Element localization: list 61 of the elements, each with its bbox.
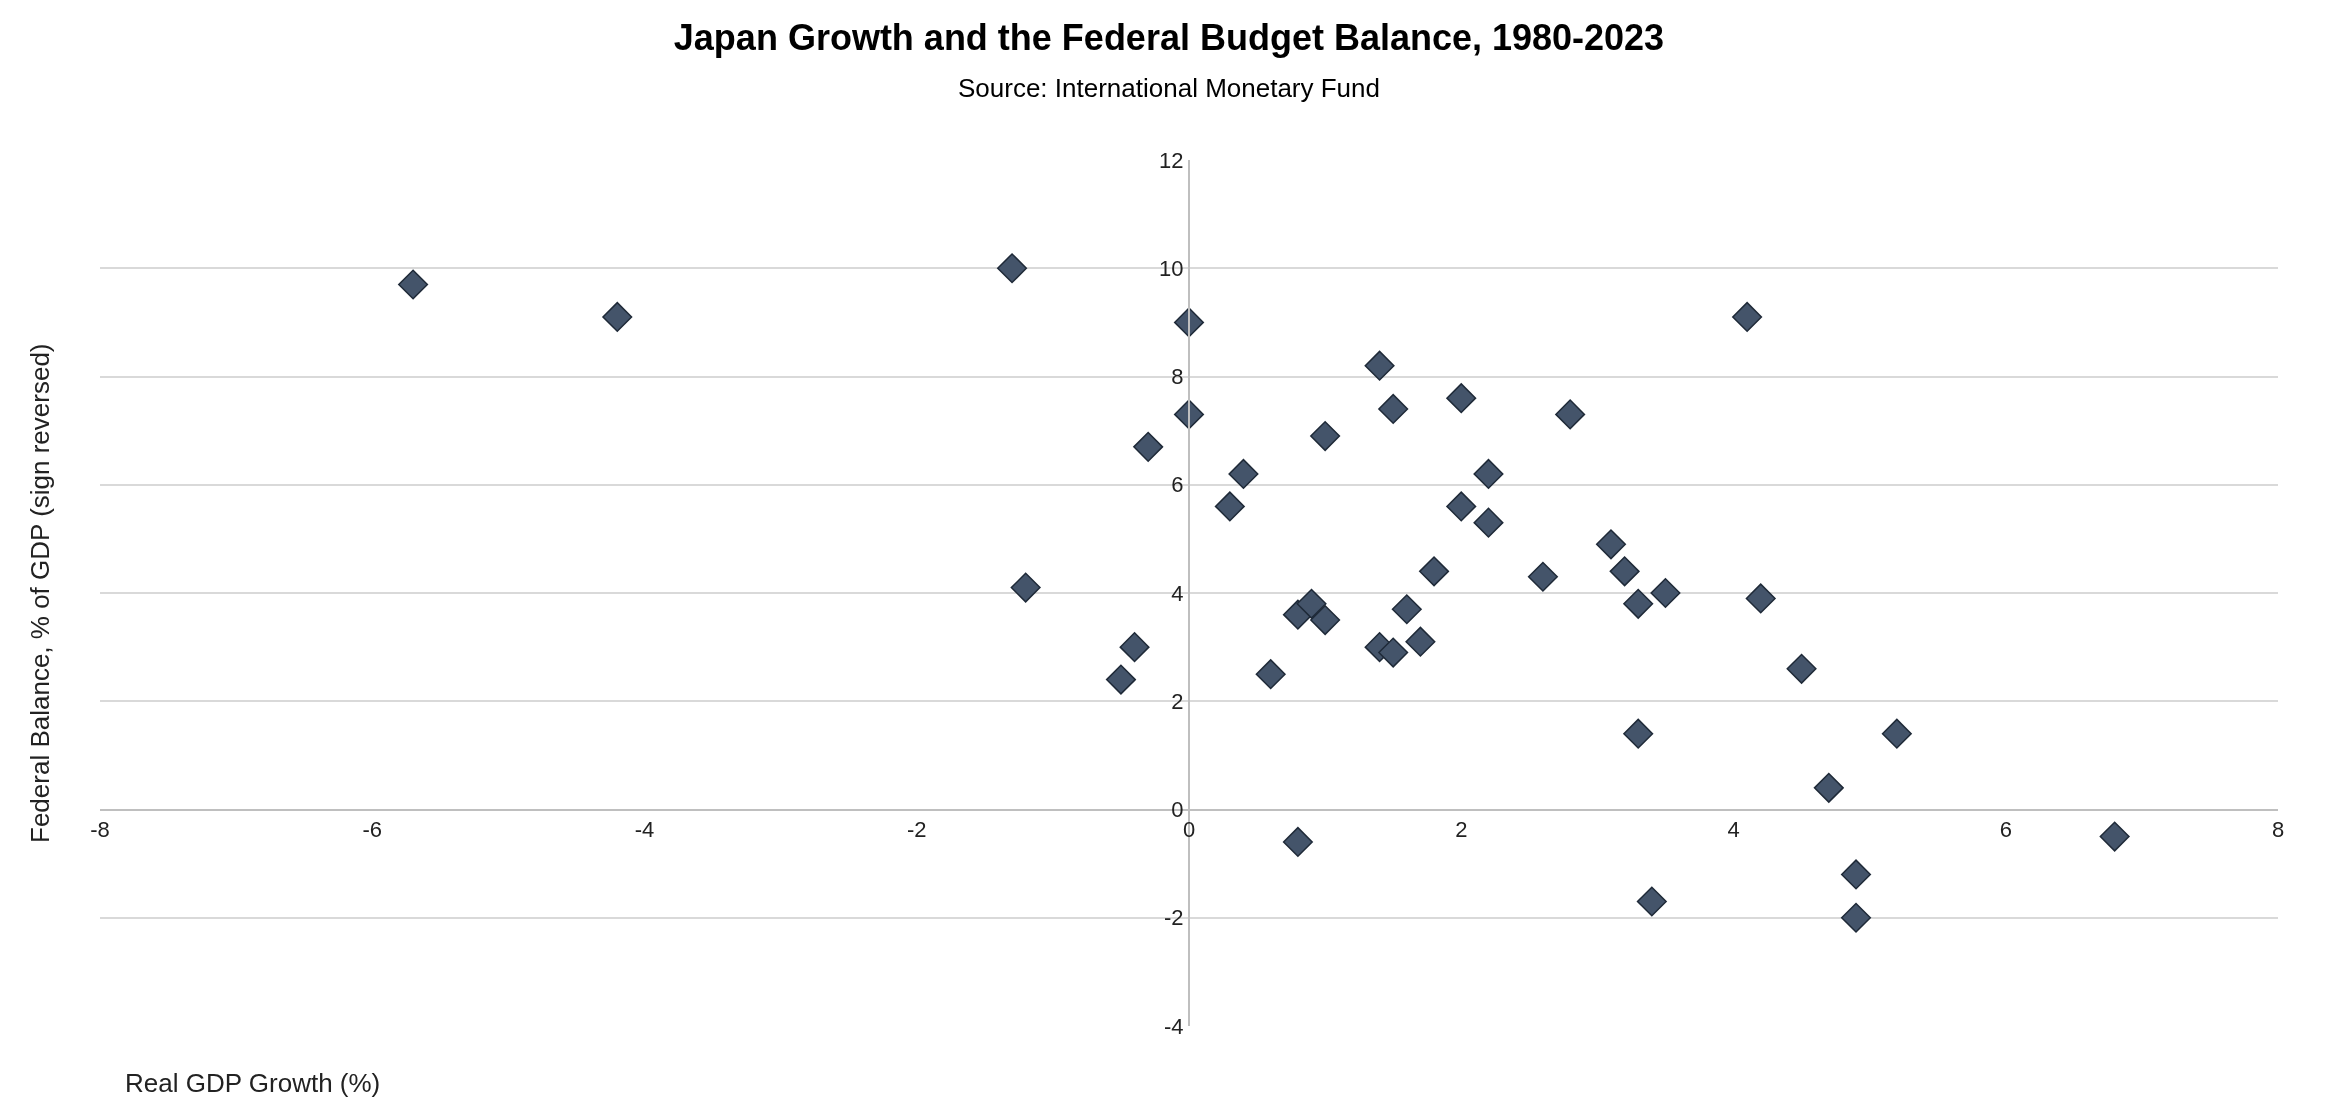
point [1296,588,1327,619]
point [1623,718,1654,749]
x-tick-label: 6 [1999,816,2012,842]
y-tick-label: 4 [1171,580,1184,606]
y-tick-label: -4 [1164,1013,1184,1039]
x-tick-label: -4 [634,816,655,842]
point [1282,826,1313,858]
point [1119,632,1150,663]
y-tick-label: 6 [1171,472,1184,498]
chart-title: Japan Growth and the Federal Budget Balance, 1980-2023 [673,17,1665,59]
y-tick-label: 8 [1171,364,1184,390]
point [1786,653,1817,684]
point [1473,458,1504,489]
point [1228,458,1259,489]
point [1840,902,1872,933]
point [1105,664,1136,695]
point [996,253,1028,284]
point [602,301,633,333]
point [1405,626,1436,657]
point [1595,529,1627,560]
point [1364,350,1395,381]
point [1840,859,1872,890]
point [1636,886,1667,917]
point [1378,393,1409,425]
point [1418,556,1450,587]
point [1609,556,1640,587]
point [1310,605,1341,636]
point [1310,420,1341,452]
point [1745,583,1776,614]
x-tick-label: 4 [1727,816,1740,842]
y-tick-label: 10 [1159,255,1184,281]
x-axis-title: Real GDP Growth (%) [125,1068,381,1098]
chart-subtitle: Source: International Monetary Fund [957,73,1381,104]
point [2099,821,2130,852]
x-tick-label: 8 [2271,816,2285,842]
point [1446,491,1477,522]
x-tick-label: -8 [90,816,110,842]
point [1555,399,1586,430]
point [1623,588,1654,619]
point [1527,561,1558,592]
point [1650,577,1681,609]
point [1010,572,1041,603]
x-tick-label: -2 [906,816,927,842]
y-tick-label: -2 [1164,905,1184,931]
point [1214,491,1245,522]
point [1473,507,1504,538]
y-tick-label: 0 [1171,797,1184,823]
point [1732,301,1763,333]
y-axis-title: Federal Balance, % of GDP (sign reversed) [25,343,55,843]
point [1881,718,1912,749]
point [1133,431,1164,462]
point [1446,383,1477,414]
x-tick-label: 2 [1455,816,1468,842]
y-tick-label: 2 [1171,688,1184,714]
point [1378,637,1409,668]
point [398,269,429,300]
x-tick-label: -6 [362,816,383,842]
point [1255,659,1286,690]
y-tick-label: 12 [1159,147,1184,173]
point [1391,594,1422,625]
point [1813,772,1844,803]
